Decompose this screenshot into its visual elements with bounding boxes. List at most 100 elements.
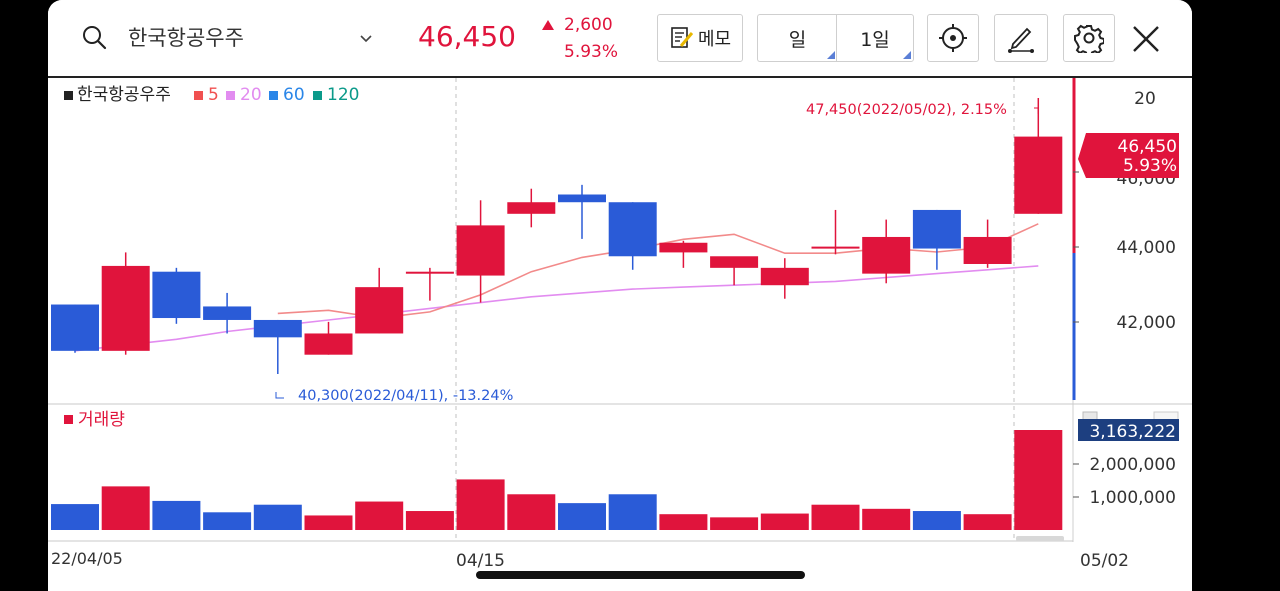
volume-bar	[862, 508, 911, 530]
legend-ma60: 60	[283, 85, 305, 105]
legend-ma5: 5	[208, 85, 219, 105]
period-label: 일	[788, 28, 807, 51]
candle-body	[507, 202, 556, 214]
current-price: 46,450	[418, 20, 516, 53]
volume-axis-label: 1,000,000	[1089, 488, 1176, 508]
date-label: 22/04/05	[51, 549, 123, 568]
home-indicator[interactable]	[476, 571, 805, 579]
volume-bar	[963, 514, 1012, 530]
low-annotation-pointer	[275, 392, 284, 399]
price-change-pct: 5.93%	[564, 42, 619, 62]
chevron-down-icon[interactable]	[359, 34, 373, 44]
volume-bar	[405, 511, 454, 530]
candle-body	[760, 267, 809, 286]
candle-body	[405, 271, 454, 274]
legend-swatch-stock	[64, 91, 73, 100]
candle-body	[862, 236, 911, 274]
legend-ma120: 120	[327, 85, 359, 105]
period-select[interactable]: 일	[757, 14, 837, 62]
candle-body	[253, 319, 302, 338]
candle-body	[355, 287, 404, 334]
close-icon[interactable]	[1131, 24, 1161, 54]
legend-swatch-ma60	[269, 91, 278, 100]
volume-bar	[152, 500, 201, 530]
ma20-line	[74, 265, 1039, 352]
scroll-handle[interactable]	[1082, 411, 1098, 421]
price-change: 2,600	[564, 15, 613, 35]
price-axis-top-label: 20	[1134, 89, 1156, 109]
candle-body	[659, 242, 708, 253]
volume-axis-label: 2,000,000	[1089, 455, 1176, 475]
legend-stock: 한국항공우주	[77, 85, 171, 105]
volume-bar	[507, 494, 556, 530]
search-icon[interactable]	[82, 25, 108, 51]
current-volume-tag	[1078, 419, 1179, 441]
high-annotation: 47,450(2022/05/02), 2.15%	[806, 102, 1007, 118]
candle-body	[304, 333, 353, 355]
memo-button[interactable]: 메모	[657, 14, 743, 62]
ma5-line	[277, 223, 1039, 319]
memo-label: 메모	[697, 29, 732, 50]
volume-axis: 2,000,000 1,000,000 3,163,222	[1073, 411, 1179, 508]
candle-body	[1014, 136, 1063, 214]
volume-bar	[203, 512, 252, 530]
price-axis: 20 46,000 44,000 42,000 46,450 5.93%	[1072, 78, 1179, 400]
stock-name-selector[interactable]: 한국항공우주	[128, 26, 244, 50]
memo-icon	[671, 27, 694, 48]
candle-body	[51, 304, 99, 351]
candles	[51, 98, 1063, 374]
dropdown-corner-icon	[903, 51, 911, 59]
candle-body	[203, 306, 252, 320]
high-annotation-pointer	[1034, 107, 1039, 114]
current-volume-tag-value: 3,163,222	[1089, 422, 1176, 442]
current-price-tag	[1078, 133, 1179, 178]
low-annotation: 40,300(2022/04/11), -13.24%	[298, 388, 513, 404]
gear-icon	[1074, 24, 1104, 53]
volume-bar	[101, 486, 150, 530]
candle-body	[608, 202, 657, 257]
volume-bar	[456, 479, 505, 530]
volume-bar	[659, 514, 708, 530]
candle-body	[963, 236, 1012, 264]
volume-bar	[811, 504, 860, 530]
candle-body	[811, 246, 860, 249]
volume-bars	[51, 430, 1063, 530]
interval-label: 1일	[860, 28, 890, 51]
date-label: 05/02	[1080, 551, 1129, 571]
date-scroll-indicator[interactable]	[1016, 536, 1064, 541]
legend-swatch-volume	[64, 415, 73, 424]
price-axis-label: 42,000	[1117, 313, 1176, 333]
legend-swatch-ma5	[194, 91, 203, 100]
volume-bar	[51, 504, 99, 530]
scroll-handle[interactable]	[1153, 411, 1179, 421]
volume-bar	[710, 517, 759, 530]
candle-body	[152, 271, 201, 319]
volume-bar	[355, 501, 404, 530]
legend-swatch-ma20	[226, 91, 235, 100]
dropdown-corner-icon	[827, 51, 835, 59]
current-price-tag-value: 46,450	[1118, 137, 1177, 157]
legend-ma20: 20	[240, 85, 262, 105]
toolbar: 한국항공우주 46,450 2,600 5.93% 메모 일 1일	[48, 0, 1192, 78]
draw-tool-button[interactable]	[994, 14, 1048, 62]
legend-volume: 거래량	[78, 410, 125, 430]
candle-body	[558, 194, 606, 203]
volume-bar	[558, 503, 606, 530]
current-price-tag-pct: 5.93%	[1123, 156, 1177, 176]
moving-average-lines	[74, 223, 1039, 352]
settings-button[interactable]	[1063, 14, 1115, 62]
pen-draw-icon	[1008, 27, 1034, 53]
chart-app: 한국항공우주 46,450 2,600 5.93% 메모 일 1일	[48, 0, 1192, 591]
candle-body	[710, 256, 759, 268]
volume-bar	[304, 515, 353, 530]
date-label: 04/15	[456, 551, 505, 571]
crosshair-icon	[939, 24, 967, 52]
legend-swatch-ma120	[313, 91, 322, 100]
chart-legend: 한국항공우주 5 20 60 120	[64, 85, 359, 105]
candle-body	[101, 265, 150, 351]
stock-chart[interactable]: 한국항공우주 5 20 60 120 47,450(2022/05/02), 2…	[48, 78, 1192, 591]
price-axis-label: 44,000	[1117, 238, 1176, 258]
crosshair-button[interactable]	[927, 14, 979, 62]
interval-select[interactable]: 1일	[836, 14, 914, 62]
candle-body	[456, 225, 505, 276]
